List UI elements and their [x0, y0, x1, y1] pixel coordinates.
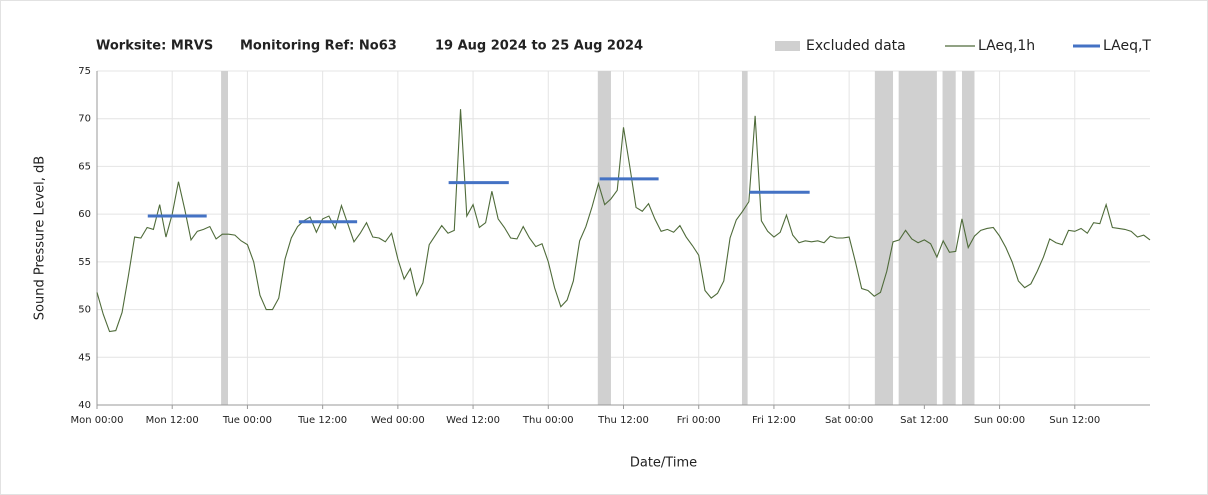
chart-title: Monitoring Ref: No63: [240, 39, 397, 54]
y-tick-label: 65: [78, 161, 91, 172]
y-tick-label: 55: [78, 257, 91, 268]
y-tick-label: 45: [78, 352, 91, 363]
x-tick-label: Fri 12:00: [752, 415, 796, 426]
x-axis-label: Date/Time: [630, 456, 697, 471]
x-tick-label: Wed 12:00: [446, 415, 500, 426]
series-line: [96, 109, 1151, 333]
x-tick-label: Thu 00:00: [522, 415, 574, 426]
chart-title: 19 Aug 2024 to 25 Aug 2024: [435, 39, 643, 54]
excluded-band: [741, 71, 748, 405]
y-tick-label: 60: [78, 209, 91, 220]
legend-label: LAeq,1h: [978, 38, 1035, 54]
x-tick-label: Sun 00:00: [974, 415, 1025, 426]
legend-swatch: [775, 41, 800, 51]
y-tick-label: 50: [78, 305, 91, 316]
excluded-band: [221, 71, 228, 405]
y-tick-label: 75: [78, 66, 91, 77]
chart-title: Worksite: MRVS: [96, 39, 213, 54]
y-tick-label: 70: [78, 114, 91, 125]
x-tick-label: Sun 12:00: [1049, 415, 1100, 426]
x-tick-label: Mon 12:00: [146, 415, 199, 426]
excluded-band: [874, 71, 894, 405]
x-tick-label: Sat 12:00: [900, 415, 948, 426]
y-tick-label: 40: [78, 400, 91, 411]
x-tick-label: Wed 00:00: [371, 415, 425, 426]
x-tick-label: Thu 12:00: [597, 415, 649, 426]
excluded-band: [961, 71, 975, 405]
excluded-band: [942, 71, 956, 405]
legend-label: LAeq,T: [1103, 38, 1151, 54]
y-axis-label: Sound Pressure Level, dB: [33, 156, 48, 320]
x-tick-label: Mon 00:00: [70, 415, 123, 426]
legend-label: Excluded data: [806, 38, 906, 54]
excluded-band: [597, 71, 611, 405]
x-tick-label: Tue 12:00: [297, 415, 347, 426]
x-tick-label: Sat 00:00: [825, 415, 873, 426]
x-tick-label: Tue 00:00: [222, 415, 272, 426]
excluded-band: [898, 71, 937, 405]
x-tick-label: Fri 00:00: [677, 415, 721, 426]
